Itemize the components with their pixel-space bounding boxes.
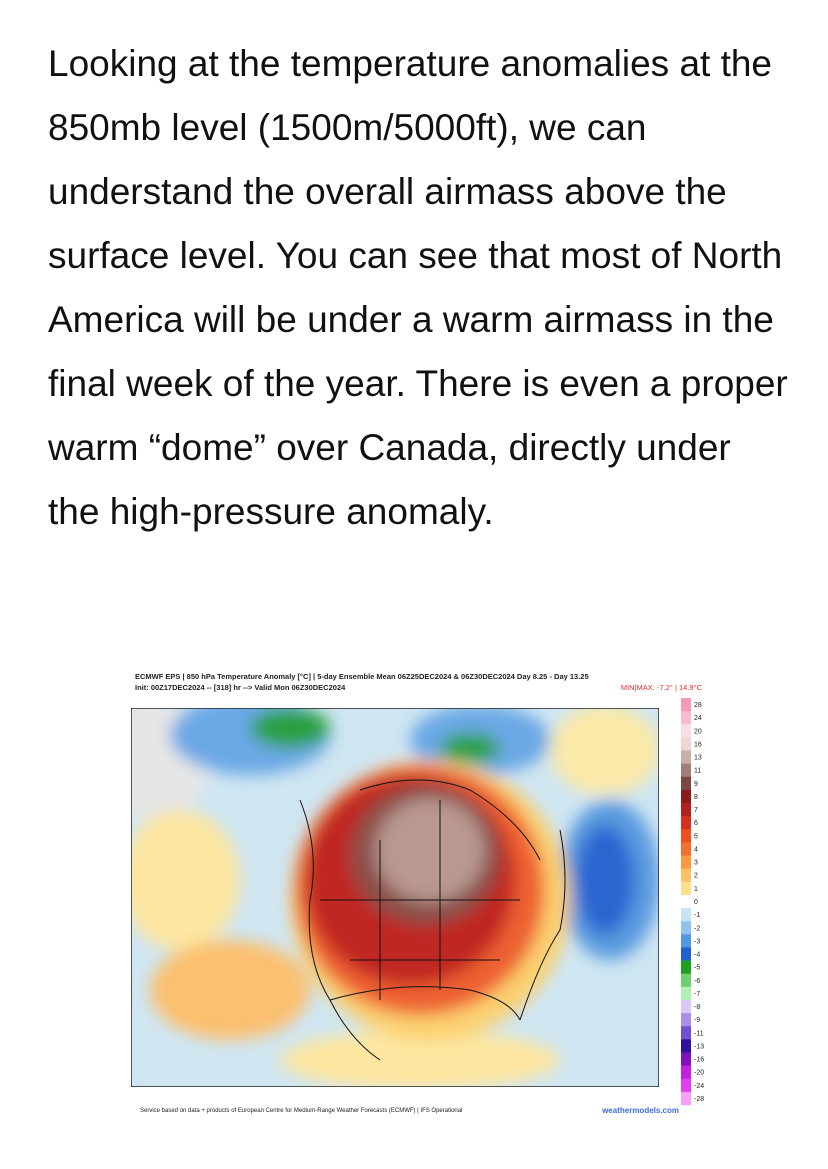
colorbar-swatch [681,698,691,712]
colorbar-label: -1 [694,912,700,919]
figure-minmax: MIN|MAX: -7.2° | 14.9°C [621,683,703,692]
colorbar-label: 9 [694,781,698,788]
colorbar-swatch [681,973,691,988]
colorbar-swatch [681,842,691,856]
colorbar-swatch [681,855,691,869]
figure-credit: Service based on data + products of Euro… [140,1108,462,1114]
colorbar-label: 4 [694,846,698,853]
colorbar-label: 28 [694,702,702,709]
colorbar-label: 16 [694,741,702,748]
colorbar-label: -2 [694,925,700,932]
colorbar-label: -4 [694,952,700,959]
colorbar-label: -20 [694,1070,704,1077]
colorbar-swatch [681,789,691,804]
colorbar-swatch [681,724,691,738]
colorbar-swatch [681,1065,691,1080]
colorbar-label: -24 [694,1083,704,1090]
colorbar-swatch [681,894,691,909]
colorbar-label: -11 [694,1030,704,1037]
colorbar-label: 11 [694,768,701,775]
colorbar-swatch [681,947,691,961]
colorbar-label: 7 [694,807,698,814]
figure-header: Init: 00Z17DEC2024 -- [318] hr --> Valid… [135,683,346,692]
colorbar-swatch [681,816,691,830]
colorbar-swatch [681,1078,691,1093]
colorbar-label: -28 [694,1096,704,1103]
colorbar-label: -7 [694,991,700,998]
colorbar-label: 8 [694,794,698,801]
colorbar-swatch [681,1052,691,1066]
map [131,708,659,1087]
colorbar-swatch [681,986,691,1001]
colorbar-swatch [681,803,691,817]
colorbar-swatch [681,737,691,751]
colorbar-swatch [681,763,691,778]
colorbar-label: -5 [694,965,700,972]
colorbar-label: -13 [694,1043,704,1050]
colorbar-swatch [681,750,691,764]
colorbar-label: 6 [694,820,698,827]
colorbar-label: -8 [694,1004,700,1011]
colorbar-swatch [681,881,691,896]
colorbar-swatch [681,908,691,922]
colorbar-swatch [681,1091,691,1106]
colorbar-label: 24 [694,715,702,722]
colorbar-swatch [681,1013,691,1027]
colorbar-label: -6 [694,978,700,985]
colorbar-swatch [681,960,691,975]
colorbar-swatch [681,829,691,843]
colorbar-label: 2 [694,873,698,880]
figure: ECMWF EPS | 850 hPa Temperature Anomaly … [131,672,704,1115]
colorbar-swatch [681,776,691,791]
colorbar-swatch [681,1039,691,1053]
colorbar-label: 1 [694,886,698,893]
figure-source: weathermodels.com [601,1106,679,1115]
colorbar-label: -16 [694,1057,704,1064]
colorbar: 28 24 20 16 13 11 9 8 7 6 5 4 3 2 1 0 -1 -2 -3 -4 -5 -6 -7 -8 -9… [681,698,704,1106]
colorbar-swatch [681,1026,691,1040]
colorbar-swatch [681,934,691,948]
figure-header: ECMWF EPS | 850 hPa Temperature Anomaly … [135,672,589,681]
colorbar-label: 0 [694,899,698,906]
colorbar-label: -9 [694,1017,700,1024]
colorbar-label: 5 [694,833,698,840]
article-paragraph: Looking at the temperature anomalies at … [48,43,788,532]
colorbar-swatch [681,999,691,1014]
colorbar-swatch [681,921,691,935]
colorbar-label: 13 [694,755,702,762]
colorbar-swatch [681,868,691,883]
colorbar-label: 3 [694,860,698,867]
colorbar-label: -3 [694,938,700,945]
colorbar-label: 20 [694,728,702,735]
colorbar-swatch [681,711,691,725]
